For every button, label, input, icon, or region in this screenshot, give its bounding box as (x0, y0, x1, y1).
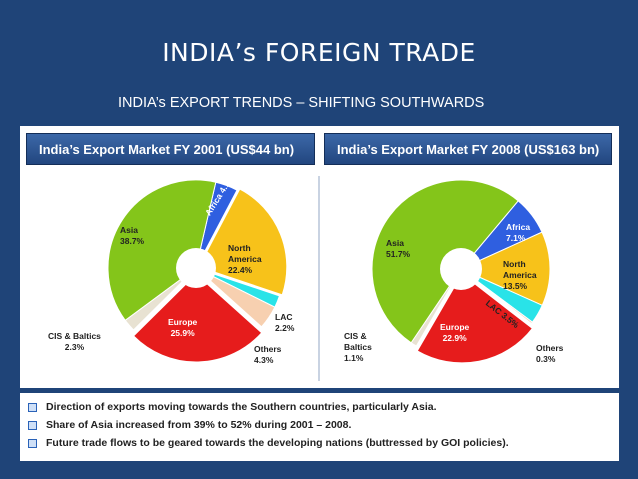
pie-chart-2008 (371, 179, 551, 364)
slide-subtitle: INDIA’s EXPORT TRENDS – SHIFTING SOUTHWA… (118, 95, 485, 111)
charts-panel: India’s Export Market FY 2001 (US$44 bn)… (20, 126, 619, 388)
label-others-2001: Others 4.3% (254, 344, 282, 365)
chart-title-2001: India’s Export Market FY 2001 (US$44 bn) (26, 133, 315, 165)
label-others-2008: Others 0.3% (536, 343, 564, 364)
label-lac-2001: LAC 2.2% (275, 312, 295, 333)
chart-title-2008: India’s Export Market FY 2008 (US$163 bn… (324, 133, 612, 165)
pie-hole (440, 248, 482, 290)
bullet-item: Future trade flows to be geared towards … (28, 434, 611, 452)
label-africa-2008: Africa 7.1% (506, 222, 531, 243)
label-europe-2008: Europe 22.9% (440, 322, 470, 343)
pie-slice-others (195, 267, 276, 328)
bullet-item: Direction of exports moving towards the … (28, 398, 611, 416)
label-europe-2001: Europe 25.9% (168, 317, 198, 338)
pie-chart-2001 (107, 179, 288, 363)
bullet-square-icon (28, 402, 37, 412)
bullet-square-icon (28, 438, 37, 448)
summary-box: Direction of exports moving towards the … (20, 393, 619, 461)
label-north-america-2001: North America 22.4% (228, 243, 262, 275)
pie-slice-europe (416, 273, 534, 364)
label-asia-2008: Asia 51.7% (386, 238, 411, 259)
panel-divider (318, 176, 320, 381)
label-north-america-2008: North America 13.5% (503, 259, 537, 291)
pie-slice-europe (132, 273, 263, 363)
label-asia-2001: Asia 38.7% (120, 225, 145, 246)
label-cis-baltics-2001: CIS & Baltics 2.3% (48, 331, 101, 352)
pie-slice-north-america (198, 188, 288, 296)
slide-title: INDIA’s FOREIGN TRADE (162, 38, 476, 67)
label-cis-baltics-2008: CIS & Baltics 1.1% (344, 331, 372, 363)
pie-slice-others (460, 268, 534, 325)
pie-slice-asia (107, 179, 217, 321)
pie-hole (176, 248, 216, 288)
bullet-item: Share of Asia increased from 39% to 52% … (28, 416, 611, 434)
pie-slice-north-america (459, 231, 551, 306)
bullet-square-icon (28, 420, 37, 430)
